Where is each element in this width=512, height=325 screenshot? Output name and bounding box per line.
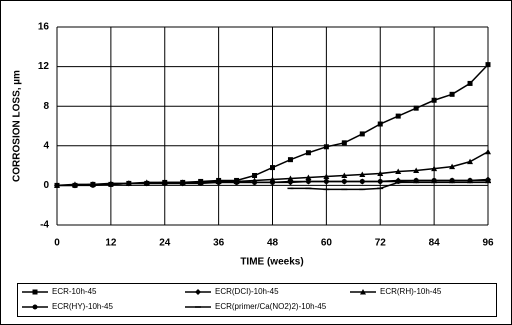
legend-label: ECR(HY)-10h-45 bbox=[52, 302, 113, 311]
marker bbox=[377, 121, 383, 127]
marker bbox=[252, 179, 258, 185]
marker bbox=[90, 182, 96, 188]
marker bbox=[431, 165, 438, 172]
legend-label: ECR-10h-45 bbox=[52, 287, 97, 296]
y-axis-title: CORROSION LOSS, µm bbox=[12, 70, 23, 182]
x-tick-label: 48 bbox=[267, 238, 279, 249]
marker bbox=[359, 131, 365, 137]
legend-label: ECR(primer/Ca(NO2)2)-10h-45 bbox=[215, 302, 327, 311]
x-tick-label: 12 bbox=[105, 238, 117, 249]
x-tick-label: 84 bbox=[429, 238, 441, 249]
marker bbox=[252, 173, 258, 178]
marker bbox=[126, 180, 132, 186]
x-tick-label: 36 bbox=[213, 238, 225, 249]
legend-label: ECR(RH)-10h-45 bbox=[380, 287, 442, 296]
marker bbox=[485, 62, 491, 68]
marker bbox=[270, 179, 275, 185]
y-tick-label: 12 bbox=[38, 61, 50, 72]
marker bbox=[305, 150, 311, 156]
marker bbox=[449, 163, 456, 170]
marker bbox=[54, 182, 60, 188]
marker bbox=[449, 91, 455, 97]
legend-marker bbox=[195, 289, 201, 295]
marker bbox=[234, 179, 240, 185]
marker bbox=[144, 180, 150, 186]
marker bbox=[216, 179, 222, 185]
y-tick-label: 0 bbox=[43, 180, 49, 191]
marker bbox=[323, 178, 329, 184]
marker bbox=[162, 180, 168, 186]
marker bbox=[485, 148, 491, 155]
x-tick-label: 24 bbox=[159, 238, 171, 249]
marker bbox=[270, 165, 275, 171]
x-axis-title: TIME (weeks) bbox=[240, 257, 303, 268]
legend-box bbox=[17, 283, 497, 317]
y-tick-label: 8 bbox=[43, 101, 49, 112]
marker bbox=[467, 80, 473, 86]
marker bbox=[198, 180, 204, 186]
marker bbox=[341, 178, 347, 184]
marker bbox=[108, 181, 114, 187]
marker bbox=[72, 182, 78, 188]
marker bbox=[395, 113, 401, 119]
marker bbox=[287, 178, 293, 184]
legend-marker bbox=[32, 289, 38, 295]
marker bbox=[305, 174, 312, 180]
marker bbox=[323, 144, 329, 150]
y-tick-label: 4 bbox=[43, 140, 49, 151]
marker bbox=[395, 168, 402, 175]
x-tick-label: 96 bbox=[482, 238, 494, 249]
legend-marker bbox=[32, 304, 38, 310]
marker bbox=[305, 178, 311, 184]
marker bbox=[431, 97, 437, 103]
legend-marker bbox=[360, 289, 366, 295]
marker bbox=[287, 157, 293, 163]
marker bbox=[377, 170, 384, 177]
marker bbox=[467, 158, 474, 165]
marker bbox=[413, 167, 420, 174]
y-tick-label: -4 bbox=[40, 220, 49, 231]
x-tick-label: 0 bbox=[54, 238, 60, 249]
x-tick-label: 60 bbox=[321, 238, 333, 249]
legend-label: ECR(DCI)-10h-45 bbox=[215, 287, 279, 296]
marker bbox=[323, 173, 330, 179]
marker bbox=[413, 105, 419, 111]
y-tick-label: 16 bbox=[38, 22, 50, 33]
marker bbox=[341, 140, 347, 146]
marker bbox=[341, 172, 348, 178]
marker bbox=[359, 178, 365, 184]
marker bbox=[180, 180, 186, 186]
x-tick-label: 72 bbox=[375, 238, 387, 249]
marker bbox=[359, 171, 366, 178]
marker bbox=[377, 178, 383, 184]
